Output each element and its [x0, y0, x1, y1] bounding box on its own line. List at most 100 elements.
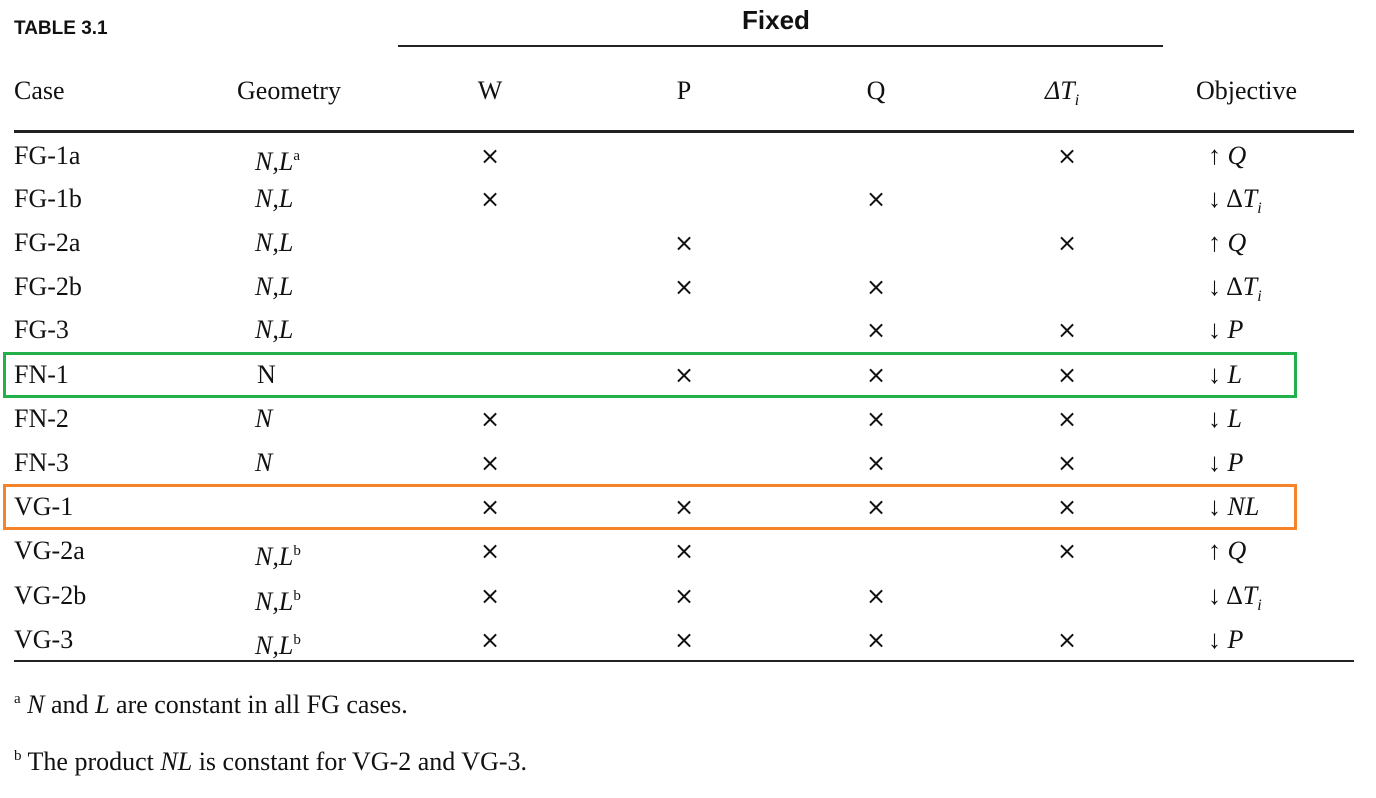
case-cell: FG-2b: [14, 272, 82, 301]
table-row: VG-1 × × × × ↓ NL: [0, 485, 1376, 529]
fixed-mark-p: ×: [673, 582, 695, 610]
highlight-box: [3, 352, 1297, 398]
table-row: FG-1a N,La × × ↑ Q: [0, 134, 1376, 178]
case-cell: FN-1: [14, 360, 69, 389]
case-cell: VG-3: [14, 625, 74, 654]
table-row: FN-1 N × × × ↓ L: [0, 353, 1376, 397]
geometry-cell: N: [255, 397, 272, 441]
geometry-cell: N,Lb: [255, 618, 301, 668]
col-header-geometry: Geometry: [237, 76, 341, 105]
objective-t: T: [1242, 184, 1258, 213]
header-rule: [14, 130, 1354, 133]
geometry-value: N: [255, 404, 273, 433]
fixed-mark-p: ×: [673, 493, 695, 521]
fixed-mark-q: ×: [865, 582, 887, 610]
fixed-mark-q: ×: [865, 405, 887, 433]
fixed-mark-q: ×: [865, 316, 887, 344]
case-cell: VG-1: [14, 492, 74, 521]
fixed-mark-w: ×: [479, 493, 501, 521]
arrow-up-icon: ↑: [1208, 536, 1221, 565]
objective-variable: Q: [1221, 536, 1247, 565]
footnote-text: and: [44, 690, 96, 719]
fixed-mark-t: ×: [1056, 449, 1078, 477]
fixed-mark-p: ×: [673, 229, 695, 257]
footnote-mark: a: [14, 691, 21, 707]
table-row: FG-2a N,L × × ↑ Q: [0, 221, 1376, 265]
fixed-mark-w: ×: [479, 185, 501, 213]
table-row: VG-3 N,Lb × × × × ↓ P: [0, 618, 1376, 662]
objective-variable: P: [1221, 625, 1244, 654]
fixed-mark-q: ×: [865, 185, 887, 213]
objective-cell: ↑ Q: [1208, 134, 1246, 178]
fixed-mark-w: ×: [479, 537, 501, 565]
highlight-box: [3, 484, 1297, 530]
objective-cell: ↓ L: [1208, 397, 1242, 441]
fixed-mark-w: ×: [479, 626, 501, 654]
geometry-cell: N,L: [255, 221, 293, 265]
objective-variable: NL: [1221, 492, 1260, 521]
footnote: a N and L are constant in all FG cases.: [14, 690, 408, 720]
table-row: VG-2a N,Lb × × × ↑ Q: [0, 529, 1376, 573]
fixed-mark-q: ×: [865, 626, 887, 654]
geometry-cell: N,L: [255, 177, 293, 221]
objective-cell: ↓ NL: [1208, 485, 1259, 529]
delta-t-sub: i: [1074, 92, 1080, 109]
arrow-down-icon: ↓: [1208, 315, 1221, 344]
table-title: TABLE 3.1: [14, 18, 108, 39]
geometry-footnote-mark: b: [293, 543, 301, 559]
fixed-mark-t: ×: [1056, 405, 1078, 433]
geometry-footnote-mark: a: [293, 148, 300, 164]
arrow-down-icon: ↓: [1208, 360, 1221, 389]
arrow-down-icon: ↓: [1208, 581, 1221, 610]
footnote-text: NL: [160, 747, 193, 776]
table-row: VG-2b N,Lb × × × ↓ ΔTi: [0, 574, 1376, 618]
footnote-text: are constant in all FG cases.: [109, 690, 408, 719]
footnote-mark: b: [14, 748, 22, 764]
geometry-value: N,L: [255, 587, 294, 616]
objective-variable: Q: [1221, 228, 1247, 257]
arrow-down-icon: ↓: [1208, 404, 1221, 433]
geometry-cell: N,Lb: [255, 574, 301, 624]
objective-t: T: [1242, 272, 1258, 301]
objective-sub: i: [1257, 200, 1262, 217]
geometry-value: N: [257, 360, 276, 389]
fixed-mark-w: ×: [479, 405, 501, 433]
fixed-mark-q: ×: [865, 449, 887, 477]
arrow-down-icon: ↓: [1208, 625, 1221, 654]
objective-variable: P: [1221, 448, 1244, 477]
table-row: FG-1b N,L × × ↓ ΔTi: [0, 177, 1376, 221]
col-header-case: Case: [14, 76, 65, 105]
objective-variable: ΔT: [1221, 272, 1258, 301]
geometry-cell: N,Lb: [255, 529, 301, 579]
fixed-mark-w: ×: [479, 582, 501, 610]
fixed-mark-w: ×: [479, 142, 501, 170]
case-cell: FN-3: [14, 448, 69, 477]
fixed-mark-t: ×: [1056, 626, 1078, 654]
geometry-value: N,L: [255, 542, 294, 571]
geometry-cell: N: [257, 353, 276, 397]
objective-variable: ΔT: [1221, 581, 1258, 610]
objective-cell: ↓ ΔTi: [1208, 177, 1262, 231]
geometry-value: N: [255, 448, 273, 477]
objective-cell: ↓ P: [1208, 441, 1243, 485]
table-row: FG-3 N,L × × ↓ P: [0, 308, 1376, 352]
objective-cell: ↑ Q: [1208, 221, 1246, 265]
case-cell: FG-1a: [14, 141, 81, 170]
objective-cell: ↓ P: [1208, 618, 1243, 662]
case-cell: FG-2a: [14, 228, 81, 257]
objective-cell: ↑ Q: [1208, 529, 1246, 573]
arrow-up-icon: ↑: [1208, 141, 1221, 170]
objective-sub: i: [1257, 288, 1262, 305]
objective-variable: L: [1221, 360, 1242, 389]
geometry-value: N,L: [255, 228, 294, 257]
arrow-down-icon: ↓: [1208, 448, 1221, 477]
geometry-value: N,L: [255, 147, 294, 176]
geometry-cell: N,L: [255, 265, 293, 309]
objective-variable: Q: [1221, 141, 1247, 170]
arrow-down-icon: ↓: [1208, 184, 1221, 213]
footnote-text: is constant for VG-2 and VG-3.: [192, 747, 528, 776]
footnote-text: N: [27, 690, 45, 719]
case-cell: FN-2: [14, 404, 69, 433]
fixed-mark-p: ×: [673, 537, 695, 565]
col-header-p: P: [676, 76, 692, 105]
